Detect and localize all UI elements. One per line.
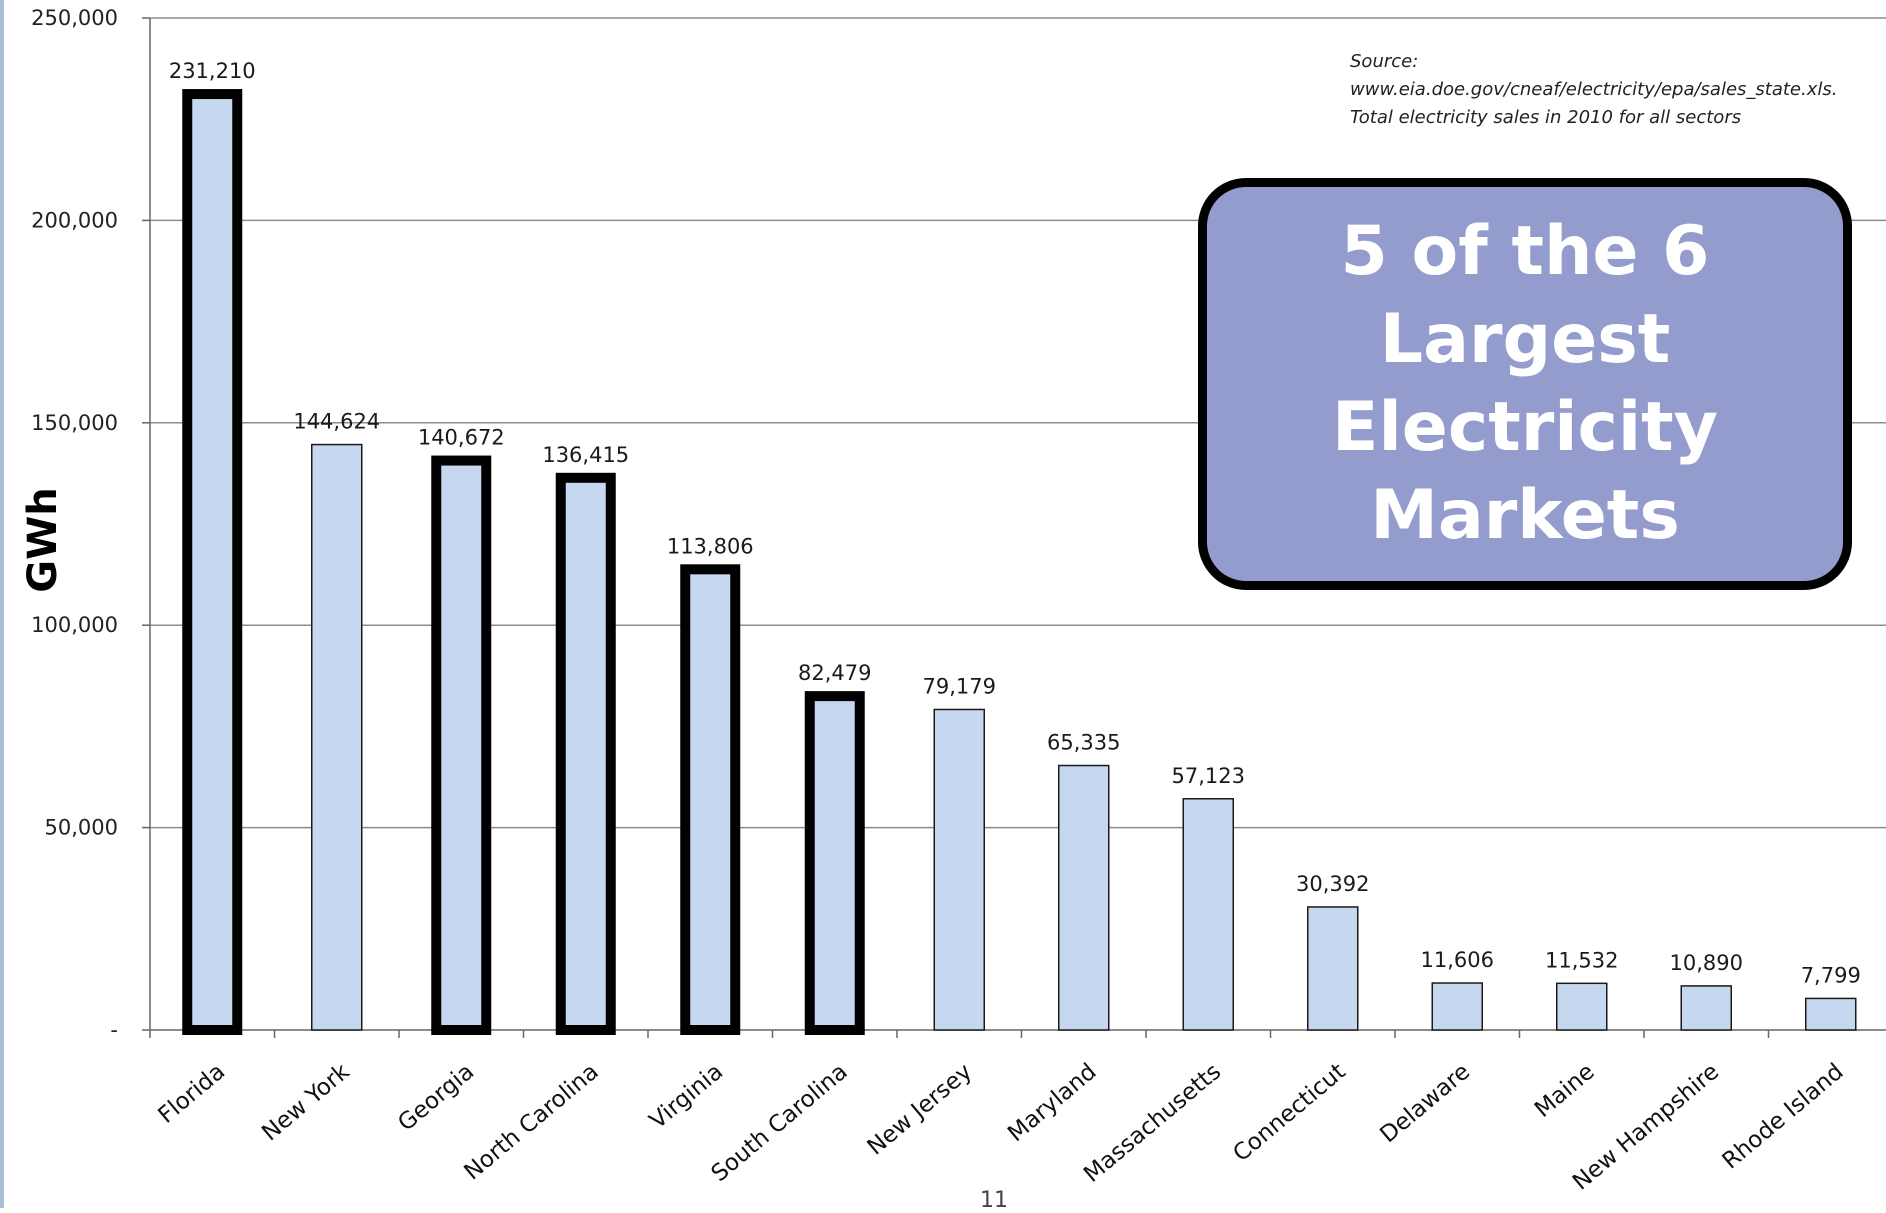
y-tick-label: 50,000 <box>45 816 118 840</box>
bar <box>1431 982 1483 1031</box>
bar-highlighted <box>804 691 865 1035</box>
data-label: 10,890 <box>1670 951 1743 975</box>
data-label: 7,799 <box>1801 963 1861 987</box>
bar <box>1307 906 1359 1031</box>
bar-highlighted <box>555 472 616 1036</box>
category-label: Florida <box>153 1059 230 1129</box>
callout-box: 5 of the 6 Largest Electricity Markets <box>1198 178 1852 590</box>
slide-left-edge <box>0 0 4 1208</box>
data-label: 57,123 <box>1172 764 1245 788</box>
bars <box>182 89 1857 1036</box>
bar <box>933 708 985 1031</box>
page-number: 11 <box>980 1188 1008 1213</box>
bar <box>311 443 363 1031</box>
bar-highlighted <box>431 455 492 1035</box>
callout-line: Markets <box>1370 476 1680 555</box>
y-axis-title: GWh <box>20 487 66 592</box>
category-label: Maine <box>1530 1059 1600 1123</box>
callout-line: Largest <box>1379 300 1671 379</box>
y-tick-label: 100,000 <box>31 613 118 637</box>
data-label: 11,532 <box>1545 948 1618 972</box>
category-label: South Carolina <box>707 1059 853 1187</box>
data-label: 79,179 <box>923 674 996 698</box>
bar <box>1680 985 1732 1031</box>
data-label: 30,392 <box>1296 872 1369 896</box>
data-label: 82,479 <box>798 661 871 685</box>
category-label: Maryland <box>1003 1059 1101 1147</box>
source-note: Source: www.eia.doe.gov/cneaf/electricit… <box>1350 48 1870 132</box>
bar-highlighted <box>182 89 243 1036</box>
data-label: 113,806 <box>667 534 754 558</box>
category-label: Connecticut <box>1228 1059 1350 1167</box>
category-label: New Jersey <box>863 1059 977 1161</box>
bar <box>1556 982 1608 1031</box>
data-label: 140,672 <box>418 426 505 450</box>
bar-highlighted <box>680 564 741 1035</box>
source-note-line: Source: <box>1350 51 1419 72</box>
y-tick-labels: - 50,000 100,000 150,000 200,000 250,000 <box>31 6 118 1042</box>
category-label: North Carolina <box>460 1059 604 1186</box>
data-label: 136,415 <box>542 443 629 467</box>
category-label: Rhode Island <box>1718 1059 1849 1175</box>
source-note-line: www.eia.doe.gov/cneaf/electricity/epa/sa… <box>1350 79 1838 100</box>
y-tick-label: 250,000 <box>31 6 118 30</box>
category-label: Massachusetts <box>1079 1059 1226 1188</box>
data-label: 144,624 <box>293 410 380 434</box>
bar <box>1182 798 1234 1031</box>
data-labels: 231,210 144,624 140,672 136,415 113,806 82,47… <box>169 59 1861 987</box>
category-label: Georgia <box>393 1059 479 1137</box>
category-label: New York <box>257 1058 355 1146</box>
data-label: 231,210 <box>169 59 256 83</box>
y-tick-label: 150,000 <box>31 411 118 435</box>
data-label: 11,606 <box>1421 948 1494 972</box>
callout-line: Electricity <box>1332 388 1718 467</box>
callout-line: 5 of the 6 <box>1340 212 1710 291</box>
category-label: Virginia <box>645 1059 728 1135</box>
bar <box>1805 997 1857 1031</box>
bar <box>1058 764 1110 1031</box>
category-label: Delaware <box>1375 1059 1475 1149</box>
source-note-line: Total electricity sales in 2010 for all … <box>1350 107 1742 128</box>
y-tick-label: 200,000 <box>31 208 118 232</box>
data-label: 65,335 <box>1047 731 1120 755</box>
y-tick-label: - <box>110 1018 118 1042</box>
